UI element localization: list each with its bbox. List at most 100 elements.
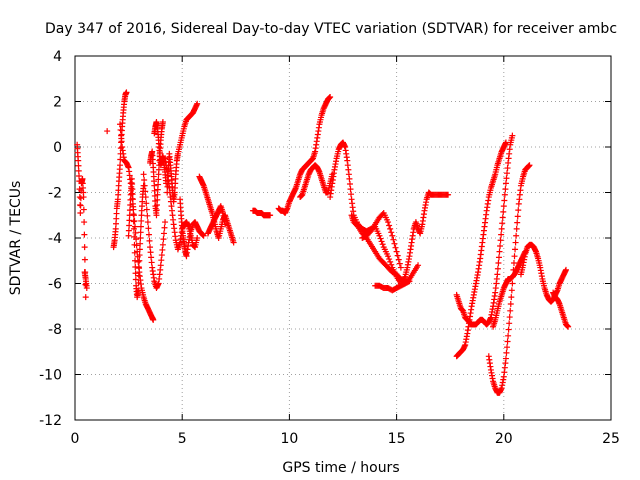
data-point (136, 265, 143, 272)
data-point (507, 300, 514, 307)
data-point (502, 180, 509, 187)
data-point (113, 210, 120, 217)
data-points (74, 89, 572, 396)
data-point (508, 287, 515, 294)
data-point (142, 194, 149, 201)
data-point (396, 260, 403, 267)
data-point (346, 180, 353, 187)
series-t27 (517, 241, 569, 305)
data-point (496, 248, 503, 255)
data-point (117, 162, 124, 169)
data-point (514, 213, 521, 220)
series-t18 (327, 139, 404, 287)
data-point (386, 222, 393, 229)
data-point (135, 279, 142, 286)
data-point (77, 209, 84, 216)
data-point (505, 332, 512, 339)
series-t28 (550, 289, 572, 330)
series-t2 (81, 269, 90, 292)
series-t15 (249, 207, 274, 219)
data-point (154, 191, 161, 198)
data-point (200, 232, 207, 239)
series-t11 (164, 100, 201, 205)
data-point (509, 132, 516, 139)
data-point (154, 202, 161, 209)
data-point (137, 223, 144, 230)
data-point (500, 208, 507, 215)
data-point (136, 252, 143, 259)
data-point (153, 212, 160, 219)
data-point (132, 264, 139, 271)
x-tick-label: 5 (178, 431, 187, 447)
data-point (140, 171, 147, 178)
data-point (129, 196, 136, 203)
series-t14 (204, 203, 229, 237)
data-point (82, 294, 89, 301)
chart-title: Day 347 of 2016, Sidereal Day-to-day VTE… (45, 21, 617, 37)
axis-ticks (74, 55, 612, 421)
data-point (118, 132, 125, 139)
data-point (148, 259, 155, 266)
data-point (142, 188, 149, 195)
data-point (565, 323, 572, 330)
y-tick-labels: 4 2 0 -2 -4 -6 -8 -10 -12 (39, 49, 62, 429)
data-point (526, 162, 533, 169)
data-point (162, 219, 169, 226)
data-point (129, 191, 136, 198)
data-point (132, 229, 139, 236)
data-point (347, 186, 354, 193)
data-point (154, 196, 161, 203)
data-point (135, 287, 142, 294)
data-point (386, 256, 393, 263)
data-point (494, 271, 501, 278)
y-tick-label: 4 (53, 49, 62, 65)
data-point (113, 220, 120, 227)
data-point (506, 320, 513, 327)
data-point (387, 225, 394, 232)
data-point (502, 355, 509, 362)
data-point (136, 257, 143, 264)
y-tick-label: -12 (39, 413, 62, 429)
series-t22 (400, 189, 452, 285)
data-point (513, 232, 520, 239)
data-point (143, 206, 150, 213)
data-point (157, 262, 164, 269)
data-point (506, 314, 513, 321)
data-point (501, 191, 508, 198)
data-point (159, 246, 166, 253)
series-t7 (140, 171, 169, 292)
data-point (137, 240, 144, 247)
data-point (502, 139, 509, 146)
data-point (132, 276, 139, 283)
data-point (508, 294, 515, 301)
data-point (387, 258, 394, 265)
data-point (151, 192, 158, 199)
data-point (164, 172, 171, 179)
data-point (144, 219, 151, 226)
data-point (135, 258, 142, 265)
data-point (130, 211, 137, 218)
data-point (267, 212, 274, 219)
data-point (145, 225, 152, 232)
grid-lines (75, 56, 611, 420)
data-point (390, 236, 397, 243)
x-tick-label: 0 (71, 431, 80, 447)
series-t26 (490, 248, 529, 330)
data-point (514, 219, 521, 226)
data-point (148, 254, 155, 261)
data-point (112, 225, 119, 232)
series-t1 (74, 141, 89, 301)
data-point (129, 186, 136, 193)
series-t25 (485, 162, 533, 396)
data-point (505, 326, 512, 333)
data-point (445, 191, 452, 198)
y-axis-label: SDTVAR / TECUs (8, 181, 24, 296)
data-point (138, 217, 145, 224)
x-axis-label: GPS time / hours (282, 460, 399, 476)
data-point (125, 232, 132, 239)
data-point (515, 207, 522, 214)
data-point (80, 206, 87, 213)
data-point (513, 225, 520, 232)
data-point (77, 195, 84, 202)
data-point (388, 229, 395, 236)
